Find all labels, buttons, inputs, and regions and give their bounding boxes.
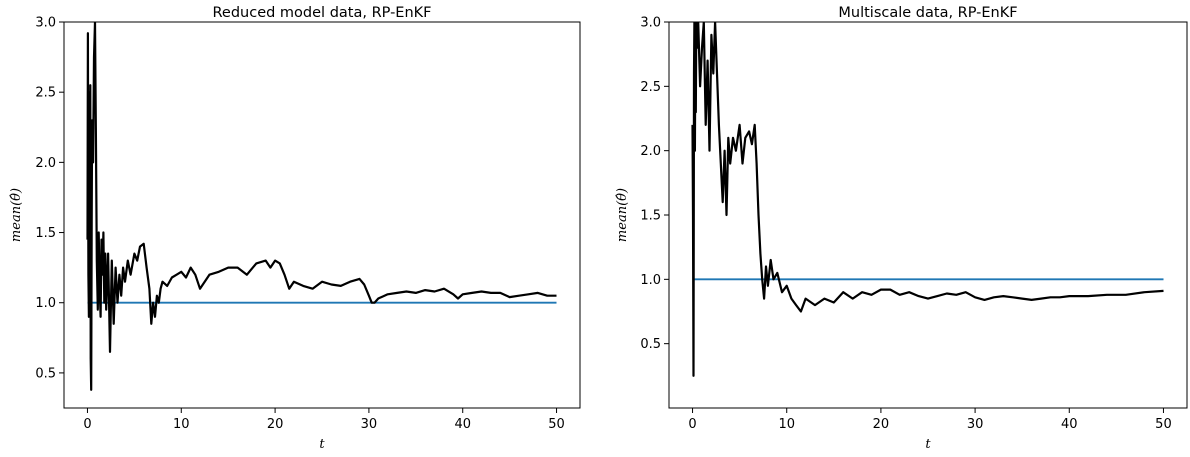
y-tick-label: 2.0 bbox=[640, 144, 661, 159]
estimate-series-line bbox=[86, 22, 557, 391]
y-tick-label: 2.5 bbox=[640, 80, 661, 95]
plot-area bbox=[63, 21, 581, 409]
x-tick-label: 30 bbox=[967, 417, 984, 432]
x-tick-label: 50 bbox=[1155, 417, 1172, 432]
x-tick-label: 0 bbox=[83, 417, 91, 432]
y-tick-label: 0.5 bbox=[35, 366, 56, 381]
chart-title: Multiscale data, RP-EnKF bbox=[838, 5, 1017, 21]
plot-area bbox=[668, 21, 1188, 409]
x-tick-label: 50 bbox=[548, 417, 565, 432]
x-axis-ticks: 0 10 20 30 40 50 bbox=[83, 408, 565, 432]
chart-title: Reduced model data, RP-EnKF bbox=[212, 5, 431, 21]
series-layer bbox=[691, 22, 1164, 377]
x-tick-label: 0 bbox=[688, 417, 696, 432]
y-tick-label: 1.5 bbox=[640, 209, 661, 224]
y-tick-label: 1.0 bbox=[640, 273, 661, 288]
y-tick-label: 2.5 bbox=[35, 86, 56, 101]
y-tick-label: 0.5 bbox=[640, 337, 661, 352]
x-tick-label: 40 bbox=[1061, 417, 1078, 432]
x-axis-label: t bbox=[319, 437, 325, 452]
y-tick-label: 1.5 bbox=[35, 226, 56, 241]
series-layer bbox=[86, 22, 557, 391]
chart-panel-multiscale: Multiscale data, RP-EnKF 0 10 20 30 40 50 0.5… bbox=[615, 5, 1188, 452]
estimate-series-line bbox=[691, 22, 1164, 377]
y-axis-ticks: 0.5 1.0 1.5 2.0 2.5 3.0 bbox=[640, 16, 669, 352]
y-axis-label: mean(θ̂) bbox=[9, 188, 24, 242]
x-tick-label: 30 bbox=[361, 417, 378, 432]
x-axis-label: t bbox=[925, 437, 931, 452]
chart-panel-reduced-model: Reduced model data, RP-EnKF 0 10 20 30 40 50 … bbox=[9, 5, 581, 452]
x-tick-label: 10 bbox=[778, 417, 795, 432]
x-axis-ticks: 0 10 20 30 40 50 bbox=[688, 408, 1172, 432]
y-tick-label: 2.0 bbox=[35, 156, 56, 171]
x-tick-label: 10 bbox=[173, 417, 190, 432]
x-tick-label: 20 bbox=[267, 417, 284, 432]
y-axis-ticks: 0.5 1.0 1.5 2.0 2.5 3.0 bbox=[35, 16, 64, 381]
y-tick-label: 1.0 bbox=[35, 296, 56, 311]
axes-frame bbox=[63, 21, 581, 409]
y-tick-label: 3.0 bbox=[640, 16, 661, 31]
x-tick-label: 40 bbox=[454, 417, 471, 432]
axes-frame bbox=[668, 21, 1188, 409]
y-axis-label: mean(θ̂) bbox=[615, 188, 630, 242]
y-tick-label: 3.0 bbox=[35, 16, 56, 31]
x-tick-label: 20 bbox=[873, 417, 890, 432]
